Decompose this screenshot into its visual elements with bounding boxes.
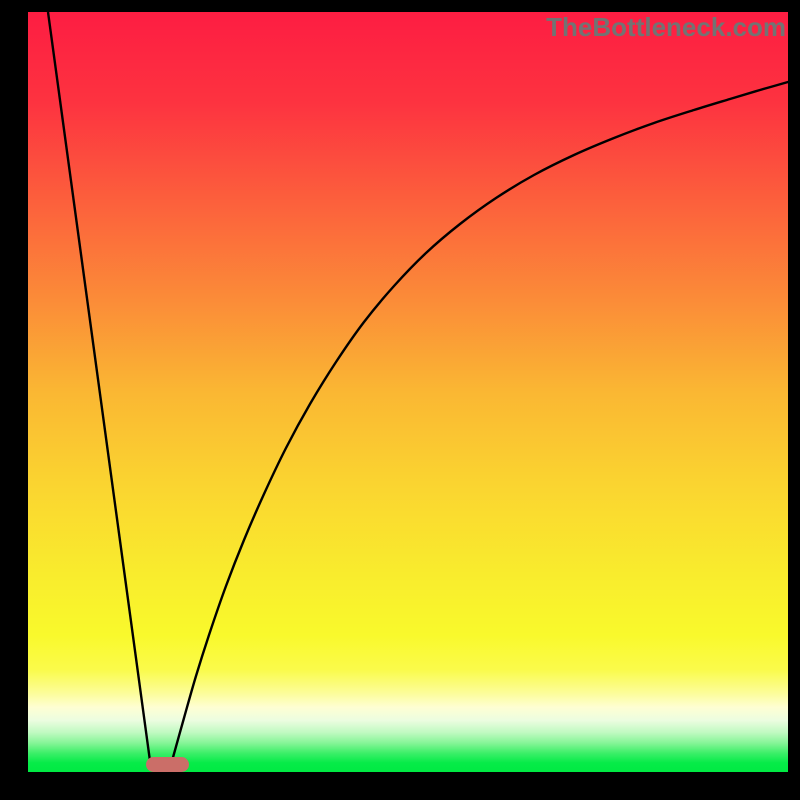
chart-container: TheBottleneck.com (0, 0, 800, 800)
chart-frame (0, 0, 800, 800)
watermark-text: TheBottleneck.com (546, 12, 786, 43)
